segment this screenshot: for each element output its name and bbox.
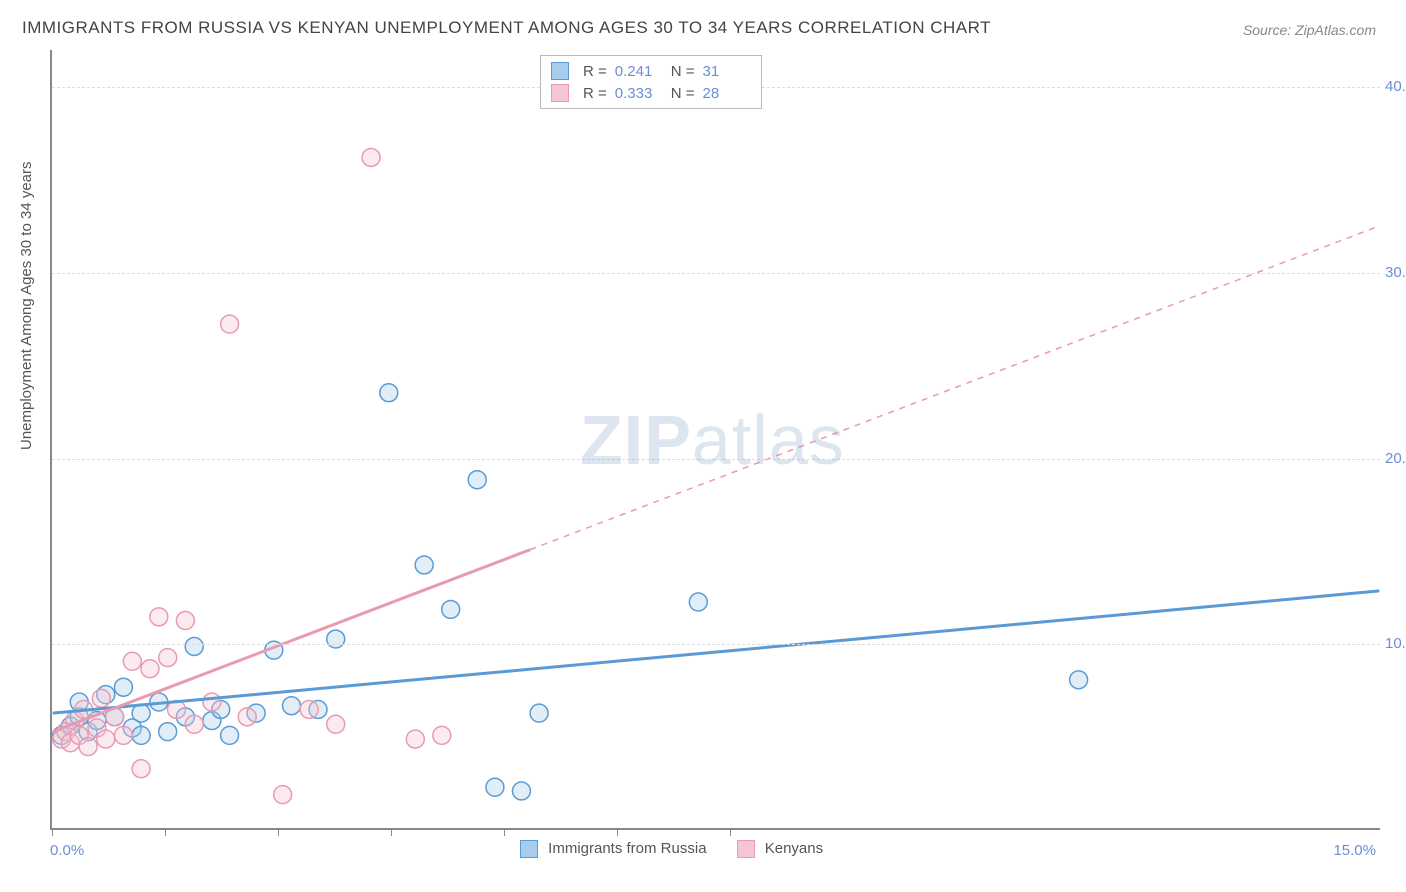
data-point — [362, 148, 380, 166]
gridline — [52, 459, 1380, 460]
legend-item-series-1: Kenyans — [737, 840, 824, 858]
data-point — [327, 630, 345, 648]
data-point — [221, 315, 239, 333]
data-point — [689, 593, 707, 611]
legend-label: Immigrants from Russia — [548, 840, 706, 857]
data-point — [274, 786, 292, 804]
data-point — [415, 556, 433, 574]
data-point — [221, 726, 239, 744]
n-value: 28 — [703, 85, 751, 102]
n-value: 31 — [703, 63, 751, 80]
y-tick-label: 30.0% — [1385, 264, 1406, 281]
scatter-svg — [52, 50, 1380, 828]
data-point — [512, 782, 530, 800]
bottom-legend: Immigrants from Russia Kenyans — [520, 840, 823, 858]
data-point — [176, 612, 194, 630]
gridline — [52, 273, 1380, 274]
chart-title: IMMIGRANTS FROM RUSSIA VS KENYAN UNEMPLO… — [22, 18, 991, 38]
x-tick — [391, 828, 392, 836]
data-point — [123, 652, 141, 670]
data-point — [92, 689, 110, 707]
x-tick — [504, 828, 505, 836]
legend-swatch-icon — [551, 62, 569, 80]
data-point — [159, 649, 177, 667]
x-axis-min-label: 0.0% — [50, 842, 84, 859]
trend-line — [530, 226, 1379, 550]
gridline — [52, 644, 1380, 645]
x-tick — [730, 828, 731, 836]
legend-label: Kenyans — [765, 840, 823, 857]
data-point — [406, 730, 424, 748]
data-point — [442, 600, 460, 618]
x-tick — [165, 828, 166, 836]
data-point — [97, 730, 115, 748]
data-point — [468, 471, 486, 489]
y-tick-label: 10.0% — [1385, 635, 1406, 652]
data-point — [1070, 671, 1088, 689]
data-point — [132, 760, 150, 778]
trend-line — [53, 591, 1380, 713]
r-label: R = — [583, 85, 607, 102]
data-point — [530, 704, 548, 722]
r-value: 0.333 — [615, 85, 663, 102]
correlation-legend: R = 0.241 N = 31 R = 0.333 N = 28 — [540, 55, 762, 109]
correlation-row-1: R = 0.333 N = 28 — [551, 82, 751, 104]
data-point — [203, 693, 221, 711]
y-tick-label: 40.0% — [1385, 78, 1406, 95]
data-point — [150, 608, 168, 626]
y-tick-label: 20.0% — [1385, 450, 1406, 467]
data-point — [238, 708, 256, 726]
data-point — [185, 715, 203, 733]
data-point — [141, 660, 159, 678]
source-label: Source: ZipAtlas.com — [1243, 22, 1376, 38]
x-tick — [617, 828, 618, 836]
chart-plot-area: 10.0%20.0%30.0%40.0% — [50, 50, 1380, 830]
data-point — [114, 678, 132, 696]
data-point — [79, 738, 97, 756]
n-label: N = — [671, 63, 695, 80]
legend-swatch-icon — [737, 840, 755, 858]
r-value: 0.241 — [615, 63, 663, 80]
n-label: N = — [671, 85, 695, 102]
x-tick — [278, 828, 279, 836]
legend-swatch-icon — [551, 84, 569, 102]
data-point — [327, 715, 345, 733]
legend-swatch-icon — [520, 840, 538, 858]
x-tick — [52, 828, 53, 836]
data-point — [132, 726, 150, 744]
legend-item-series-0: Immigrants from Russia — [520, 840, 707, 858]
data-point — [283, 697, 301, 715]
data-point — [300, 700, 318, 718]
data-point — [380, 384, 398, 402]
data-point — [185, 637, 203, 655]
data-point — [159, 723, 177, 741]
data-point — [486, 778, 504, 796]
data-point — [433, 726, 451, 744]
r-label: R = — [583, 63, 607, 80]
x-axis-max-label: 15.0% — [1333, 842, 1376, 859]
data-point — [114, 726, 132, 744]
y-axis-label: Unemployment Among Ages 30 to 34 years — [18, 161, 35, 450]
correlation-row-0: R = 0.241 N = 31 — [551, 60, 751, 82]
